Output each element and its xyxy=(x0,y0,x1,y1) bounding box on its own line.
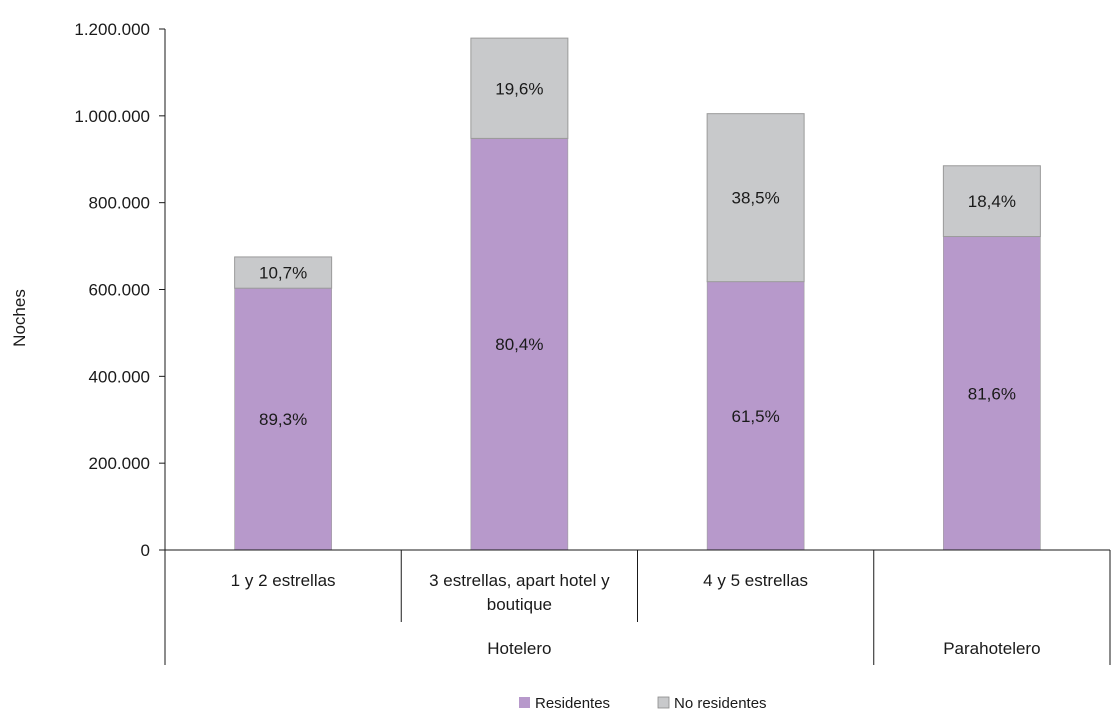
x-tick-label: 4 y 5 estrellas xyxy=(703,571,808,590)
x-axis: 1 y 2 estrellas 3 estrellas, apart hotel … xyxy=(164,549,1111,665)
bar-no-residentes xyxy=(942,165,1041,238)
legend-label-no-residentes: No residentes xyxy=(674,695,767,709)
bar-no-residentes xyxy=(234,256,333,289)
legend-swatch-residentes xyxy=(519,697,530,708)
x-tick-label: boutique xyxy=(487,595,552,614)
x-group-label: Parahotelero xyxy=(943,639,1040,658)
x-group-label: Hotelero xyxy=(487,639,551,658)
bar-no-residentes xyxy=(706,113,805,283)
data-label: 81,6% xyxy=(968,384,1016,403)
legend-label-residentes: Residentes xyxy=(535,695,610,709)
bar-residentes xyxy=(234,287,332,551)
legend: Residentes No residentes xyxy=(519,695,767,709)
data-label: 89,3% xyxy=(259,410,307,429)
y-tick-label: 1.200.000 xyxy=(74,20,150,39)
bar-residentes xyxy=(706,281,805,551)
bars xyxy=(234,37,1041,551)
y-axis-label: Noches xyxy=(10,289,29,347)
data-label: 38,5% xyxy=(732,189,780,208)
bar-no-residentes xyxy=(470,37,569,139)
y-tick-label: 600.000 xyxy=(89,281,150,300)
data-label: 10,7% xyxy=(259,264,307,283)
data-label: 19,6% xyxy=(495,79,543,98)
data-label: 80,4% xyxy=(495,335,543,354)
y-axis: 0 200.000 400.000 600.000 800.000 1.000.000 1.… xyxy=(74,20,166,560)
data-label: 18,4% xyxy=(968,192,1016,211)
y-tick-label: 200.000 xyxy=(89,454,150,473)
y-tick-label: 0 xyxy=(141,541,150,560)
bar-labels: 89,3% 10,7% 80,4% 19,6% 61,5% 38,5% 81,6% 18,4% xyxy=(259,79,1016,429)
y-tick-label: 400.000 xyxy=(89,367,150,386)
bar-residentes xyxy=(470,138,569,551)
y-tick-label: 1.000.000 xyxy=(74,107,150,126)
x-tick-label: 1 y 2 estrellas xyxy=(231,571,336,590)
data-label: 61,5% xyxy=(732,407,780,426)
x-tick-label: 3 estrellas, apart hotel y xyxy=(429,571,610,590)
legend-swatch-no-residentes xyxy=(657,696,670,709)
y-tick-label: 800.000 xyxy=(89,194,150,213)
